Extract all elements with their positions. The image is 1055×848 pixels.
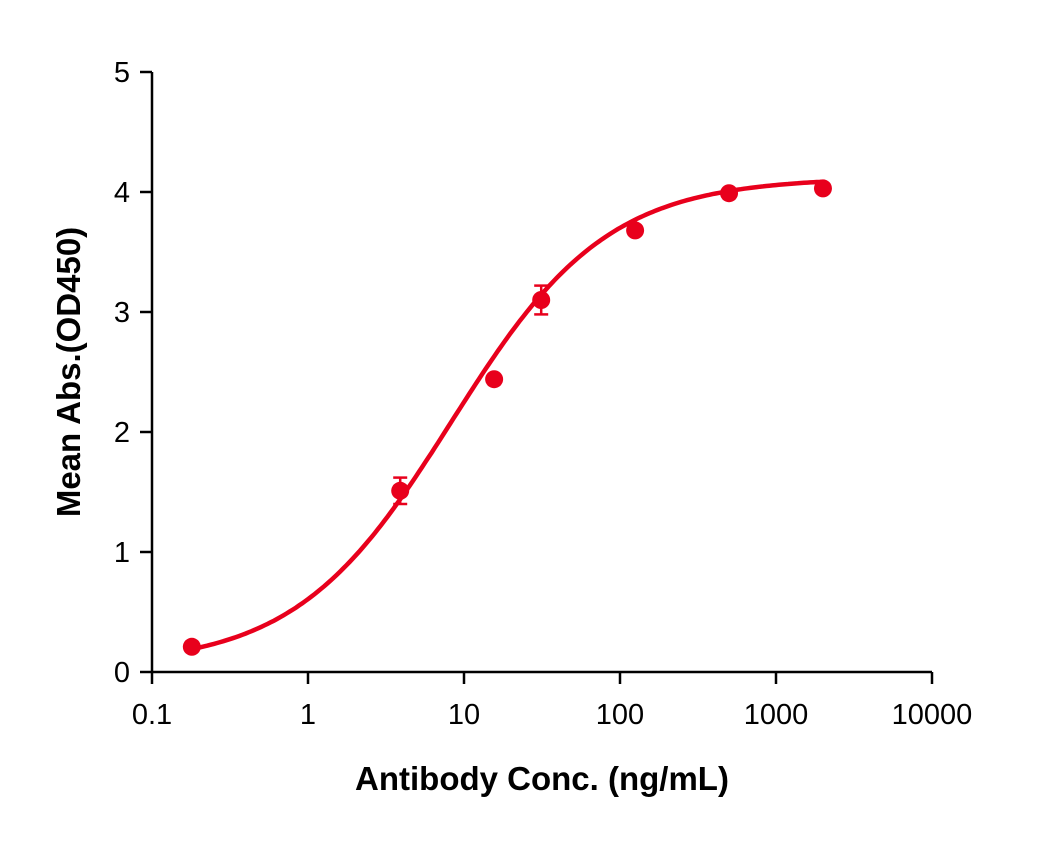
data-point	[532, 291, 551, 309]
data-points	[182, 179, 832, 656]
data-point	[182, 637, 201, 656]
data-point	[391, 481, 410, 500]
y-tick-label: 4	[114, 177, 130, 209]
x-tick-label: 0.1	[132, 699, 172, 731]
x-tick-label: 10000	[892, 699, 973, 731]
y-tick-label: 3	[114, 297, 130, 329]
data-point	[720, 184, 739, 203]
axes: 0.1 1 10 100 1000 10000 0 1 2 3 4 5	[114, 57, 972, 731]
y-tick-label: 5	[114, 57, 130, 89]
y-tick-label: 2	[114, 417, 130, 449]
data-point	[626, 221, 645, 240]
y-axis-label: Mean Abs.(OD450)	[50, 227, 87, 517]
x-tick-label: 1000	[744, 699, 809, 731]
x-tick-label: 10	[448, 699, 480, 731]
x-tick-label: 1	[300, 699, 316, 731]
x-axis-label: Antibody Conc. (ng/mL)	[355, 760, 729, 797]
x-tick-label: 100	[596, 699, 644, 731]
data-point	[813, 179, 832, 198]
y-tick-label: 1	[114, 537, 130, 569]
fit-curve	[191, 179, 824, 652]
data-point	[485, 370, 504, 389]
y-tick-label: 0	[114, 657, 130, 689]
